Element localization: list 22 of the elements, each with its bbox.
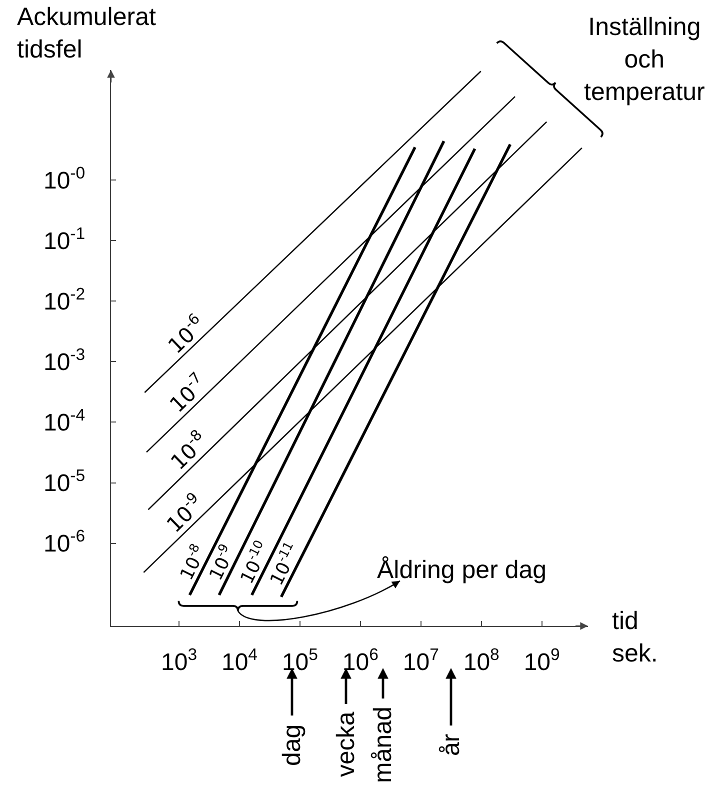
y-tick-label: 10$^{-4}$ [43, 406, 86, 437]
x-tick-label: 10$^{5}$ [282, 644, 318, 676]
text: år [437, 734, 465, 756]
annotation: Åldring per dag [377, 556, 547, 584]
text: dag [278, 724, 306, 766]
x-tick-label: 10$^{4}$ [221, 644, 258, 676]
y-tick-label: 10$^{-5}$ [43, 466, 86, 498]
y-tick-label: 10$^{-3}$ [43, 345, 86, 376]
x-tick-label: 10$^{6}$ [342, 644, 378, 676]
x-tick-label: 10$^{7}$ [402, 644, 439, 676]
y-tick-label: 10$^{-2}$ [43, 284, 86, 316]
x-tick-label: 10$^{8}$ [463, 644, 500, 676]
x-tick-label: 10$^{9}$ [524, 644, 560, 676]
text: vecka [332, 712, 360, 777]
x-axis-title: tid sek. [612, 607, 658, 668]
y-axis-title: Ackumulerat tidsfel [17, 3, 156, 64]
y-tick-label: 10$^{-1}$ [43, 224, 86, 256]
annotation: Inställning och temperatur [584, 13, 705, 106]
y-tick-label: 10$^{-6}$ [43, 526, 86, 558]
text: månad [369, 706, 397, 783]
x-tick-label: 10$^{3}$ [160, 644, 198, 676]
y-tick-label: 10$^{-0}$ [43, 163, 86, 195]
